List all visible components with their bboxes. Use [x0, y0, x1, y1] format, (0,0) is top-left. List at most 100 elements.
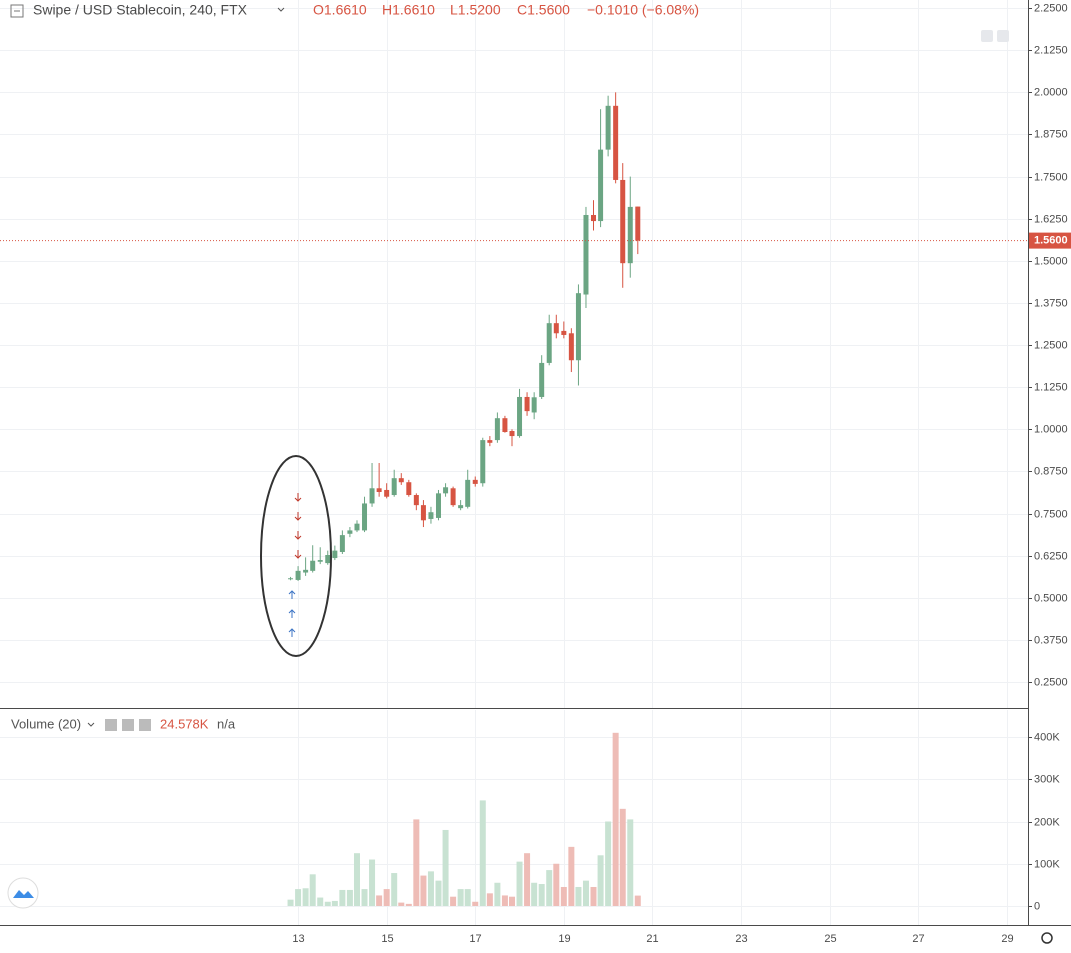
volume-bar [457, 889, 464, 906]
candle-body [531, 397, 537, 413]
volume-bar [479, 800, 486, 906]
y-tick-label: 200K [1034, 816, 1060, 828]
volume-bar [398, 902, 405, 906]
candle-body [635, 206, 641, 241]
candle-body [391, 478, 397, 496]
scroll-button[interactable] [981, 30, 993, 42]
volume-bar [494, 882, 501, 906]
y-tick-label: 1.7500 [1034, 171, 1068, 183]
y-tick-label: 1.6250 [1034, 213, 1068, 225]
y-tick-label: 0.5000 [1034, 592, 1068, 604]
candle-body [546, 323, 552, 363]
chart-title[interactable]: Swipe / USD Stablecoin, 240, FTX [33, 2, 248, 18]
candle-body [310, 560, 316, 571]
candle-body [472, 479, 478, 484]
logo-button[interactable] [7, 877, 39, 909]
candle-body [517, 396, 523, 437]
x-tick-label: 19 [558, 933, 570, 945]
volume-bar [516, 861, 523, 906]
candle-body [369, 488, 375, 504]
volume-bar [361, 889, 368, 906]
volume-bar [464, 889, 471, 906]
candle-body [509, 431, 515, 437]
candle-body [598, 149, 604, 222]
volume-bar [509, 896, 516, 906]
x-tick-label: 27 [912, 933, 924, 945]
candle-body [553, 323, 559, 334]
visibility-button[interactable] [105, 719, 117, 731]
volume-bar [575, 886, 582, 906]
y-tick-label: 0.6250 [1034, 550, 1068, 562]
volume-ma: n/a [217, 716, 236, 731]
volume-bar [450, 896, 457, 906]
volume-bar [553, 863, 560, 906]
y-tick-label: 1.8750 [1034, 128, 1068, 140]
volume-bar [339, 889, 346, 906]
volume-bar [287, 899, 294, 906]
volume-bar [524, 853, 531, 906]
candle-body [332, 550, 338, 559]
volume-bar [590, 886, 597, 906]
settings-button[interactable] [122, 719, 134, 731]
settings-gear[interactable] [1041, 932, 1053, 944]
volume-bar [346, 889, 353, 906]
candle-body [406, 482, 412, 496]
volume-bar [309, 874, 316, 906]
y-tick-label: 100K [1034, 858, 1060, 870]
volume-bar [612, 732, 619, 906]
y-tick-label: 2.0000 [1034, 86, 1068, 98]
annotation-ellipse [260, 455, 332, 657]
candle-body [376, 488, 382, 492]
collapse-icon[interactable] [10, 4, 24, 18]
candle-body [591, 214, 597, 222]
dropdown-icon[interactable] [277, 7, 285, 12]
last-price-label: 1.5600 [1034, 235, 1068, 247]
y-tick-label: 0.2500 [1034, 676, 1068, 688]
y-tick-label: 2.1250 [1034, 44, 1068, 56]
remove-button[interactable] [139, 719, 151, 731]
volume-bar [501, 895, 508, 906]
volume-bar [442, 829, 449, 906]
y-tick-label: 0.7500 [1034, 508, 1068, 520]
candle-body [303, 569, 309, 573]
candle-body [384, 489, 390, 497]
candle-body [627, 206, 633, 264]
up-arrows [288, 590, 296, 637]
x-tick-label: 15 [381, 933, 393, 945]
candle-body [583, 214, 589, 295]
candle-body [465, 479, 471, 507]
dropdown-icon[interactable] [87, 722, 95, 727]
last-price-box [1029, 232, 1071, 249]
volume-bar [634, 895, 641, 906]
y-tick-label: 1.1250 [1034, 381, 1068, 393]
x-tick-label: 25 [824, 933, 836, 945]
x-tick-label: 21 [646, 933, 658, 945]
volume-bar [546, 870, 553, 906]
scroll-button[interactable] [997, 30, 1009, 42]
volume-bar [531, 882, 538, 906]
volume-bar [472, 901, 479, 906]
y-tick-label: 400K [1034, 731, 1060, 743]
volume-bar [435, 880, 442, 906]
candle-body [295, 570, 301, 580]
x-tick-label: 23 [735, 933, 747, 945]
volume-bar [405, 903, 412, 906]
volume-bar [353, 853, 360, 906]
candle-body [317, 560, 323, 562]
candle-body [428, 512, 434, 519]
volume-bar [376, 895, 383, 906]
change-label: −0.1010 (−6.08%) [587, 2, 699, 18]
candle-body [487, 440, 493, 443]
volume-last: 24.578K [160, 716, 209, 731]
volume-bar [391, 873, 398, 906]
down-arrows [294, 493, 302, 559]
volume-bar [627, 819, 634, 906]
y-tick-label: 0 [1034, 900, 1040, 912]
volume-title[interactable]: Volume (20) [11, 716, 81, 731]
volume-bar [383, 889, 390, 906]
candle-body [450, 488, 456, 506]
candle-body [420, 505, 426, 521]
candle-body [413, 495, 419, 506]
